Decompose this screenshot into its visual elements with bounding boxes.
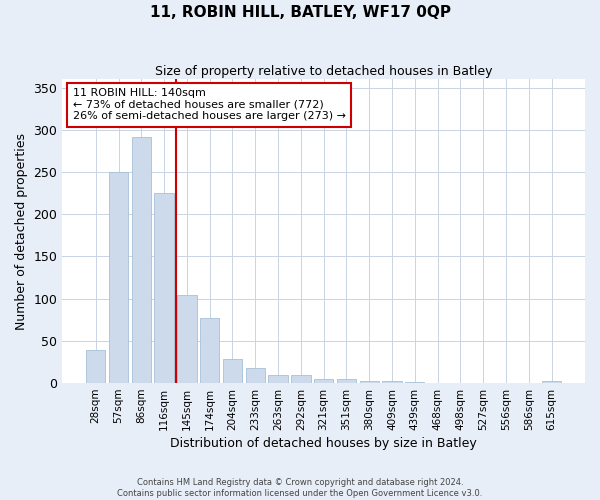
Bar — [382, 382, 402, 383]
Bar — [542, 382, 561, 383]
Bar — [200, 318, 220, 383]
Bar — [268, 374, 288, 383]
Bar — [291, 376, 311, 383]
Bar — [131, 136, 151, 383]
Title: Size of property relative to detached houses in Batley: Size of property relative to detached ho… — [155, 65, 493, 78]
Bar — [314, 379, 334, 383]
Bar — [177, 296, 197, 383]
X-axis label: Distribution of detached houses by size in Batley: Distribution of detached houses by size … — [170, 437, 477, 450]
Text: Contains HM Land Registry data © Crown copyright and database right 2024.
Contai: Contains HM Land Registry data © Crown c… — [118, 478, 482, 498]
Bar — [154, 193, 174, 383]
Y-axis label: Number of detached properties: Number of detached properties — [15, 132, 28, 330]
Bar — [245, 368, 265, 383]
Text: 11, ROBIN HILL, BATLEY, WF17 0QP: 11, ROBIN HILL, BATLEY, WF17 0QP — [149, 5, 451, 20]
Bar — [337, 379, 356, 383]
Bar — [359, 380, 379, 383]
Text: 11 ROBIN HILL: 140sqm
← 73% of detached houses are smaller (772)
26% of semi-det: 11 ROBIN HILL: 140sqm ← 73% of detached … — [73, 88, 346, 122]
Bar — [109, 172, 128, 383]
Bar — [86, 350, 106, 383]
Bar — [223, 358, 242, 383]
Bar — [405, 382, 424, 383]
